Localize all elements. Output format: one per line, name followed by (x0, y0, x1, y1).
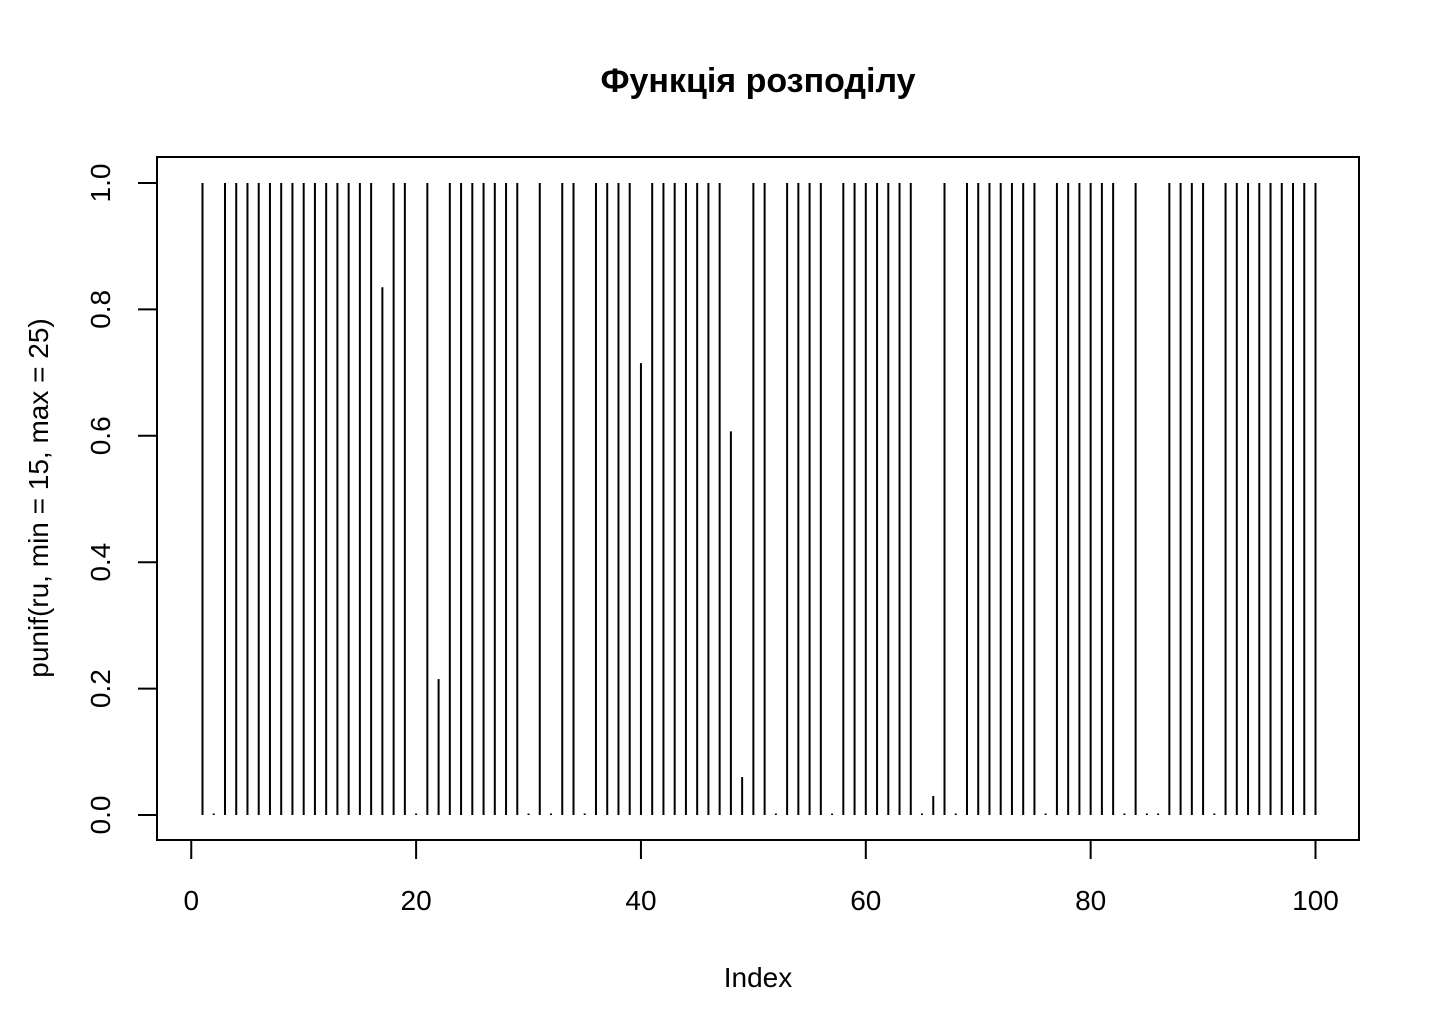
x-axis-label: Index (724, 962, 793, 993)
y-tick-label: 0.0 (85, 796, 116, 835)
x-tick-label: 20 (401, 885, 432, 916)
x-tick-label: 0 (183, 885, 199, 916)
y-axis: 0.0 0.2 0.4 0.6 0.8 1.0 (85, 164, 158, 835)
y-tick-label: 1.0 (85, 164, 116, 203)
data-bars (201, 183, 1317, 815)
y-tick-label: 0.8 (85, 290, 116, 329)
x-tick-label: 80 (1075, 885, 1106, 916)
x-tick-label: 100 (1292, 885, 1339, 916)
x-tick-label: 40 (625, 885, 656, 916)
y-tick-label: 0.6 (85, 416, 116, 455)
y-axis-label: punif(ru, min = 15, max = 25) (23, 318, 54, 678)
x-axis: 0 20 40 60 80 100 (183, 839, 1339, 916)
y-tick-label: 0.2 (85, 669, 116, 708)
chart-title: Функція розподілу (600, 62, 915, 100)
y-tick-label: 0.4 (85, 543, 116, 582)
x-tick-label: 60 (850, 885, 881, 916)
